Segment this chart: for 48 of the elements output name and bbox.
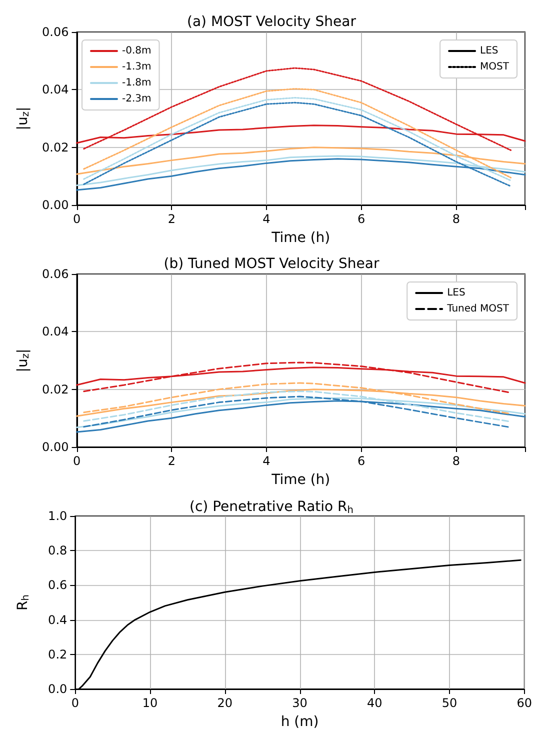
y-tick-label: 0.06 <box>42 267 69 281</box>
y-axis-title: |uz| <box>15 348 32 372</box>
y-tick-label: 0.6 <box>48 578 68 592</box>
x-tick-label: 0 <box>71 696 79 710</box>
x-tick-label: 10 <box>142 696 158 710</box>
x-tick-label: 60 <box>516 696 532 710</box>
y-tick-label: 0.2 <box>48 647 68 662</box>
x-tick-label: 6 <box>358 212 366 226</box>
x-tick-label: 8 <box>452 454 460 468</box>
x-axis-title: Time (h) <box>270 472 330 488</box>
y-tick-label: 0.00 <box>42 440 69 454</box>
y-tick-label: 1.0 <box>48 509 68 523</box>
y-tick-label: 0.8 <box>48 544 68 558</box>
legend-label: -0.8m <box>122 46 152 56</box>
y-axis-title: |uz| <box>15 106 32 130</box>
legend-label: LES <box>447 288 466 298</box>
x-tick-label: 20 <box>217 696 233 710</box>
legend-label: MOST <box>480 62 510 72</box>
legend-label: -1.8m <box>122 78 152 88</box>
x-tick-label: 30 <box>292 696 308 710</box>
x-tick-label: 0 <box>72 454 81 468</box>
y-tick-label: 0.4 <box>48 612 68 627</box>
legend-label: LES <box>480 46 498 56</box>
y-tick-label: 0.00 <box>42 198 69 212</box>
x-tick-label: 4 <box>262 212 270 226</box>
x-tick-label: 4 <box>262 454 270 468</box>
x-tick-label: 8 <box>452 212 460 226</box>
y-tick-label: 0.04 <box>42 82 69 97</box>
x-axis-title: h (m) <box>280 714 319 730</box>
x-tick-label: 6 <box>358 454 366 468</box>
x-tick-label: 0 <box>72 212 81 226</box>
x-tick-label: 40 <box>366 696 382 710</box>
line-series <box>76 400 526 433</box>
y-tick-label: 0.02 <box>42 140 69 154</box>
y-tick-label: 0.0 <box>48 682 68 696</box>
x-axis-title: Time (h) <box>270 230 330 246</box>
legend-label: -2.3m <box>122 94 152 104</box>
legend-label: Tuned MOST <box>446 304 510 314</box>
legend-label: -1.3m <box>122 62 152 72</box>
y-tick-label: 0.04 <box>42 324 69 339</box>
y-tick-label: 0.02 <box>42 382 69 396</box>
x-tick-label: 2 <box>168 212 176 226</box>
chart-title: (a) MOST Velocity Shear <box>186 14 356 30</box>
y-tick-label: 0.06 <box>42 25 69 39</box>
x-tick-label: 50 <box>442 696 458 710</box>
y-axis-title: Rh <box>15 594 32 610</box>
x-tick-label: 2 <box>168 454 176 468</box>
chart-title: (b) Tuned MOST Velocity Shear <box>164 256 380 272</box>
